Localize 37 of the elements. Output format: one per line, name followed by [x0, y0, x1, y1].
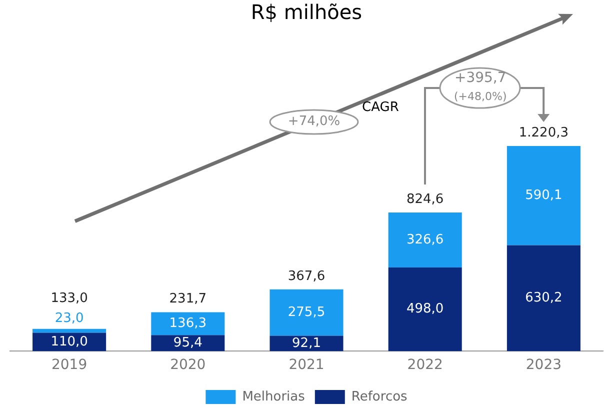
data-label: 95,4 — [173, 336, 202, 351]
bar — [506, 245, 580, 352]
x-tick-label: 2020 — [170, 357, 206, 374]
total-label: 231,7 — [169, 292, 207, 307]
bar — [151, 312, 225, 336]
chart-title: R$ milhões — [250, 0, 362, 24]
legend-label: Melhorias — [242, 389, 306, 404]
data-label: 275,5 — [288, 304, 326, 320]
bar — [32, 328, 106, 333]
total-label: 367,6 — [288, 268, 326, 284]
text: (+48,0%) — [453, 89, 508, 104]
text: CAGR — [362, 100, 399, 116]
data-label: 136,3 — [169, 316, 207, 332]
text: +74,0% — [286, 112, 342, 131]
data-label: 23,0 — [54, 311, 84, 326]
bar — [151, 335, 225, 352]
x-tick-label: 2022 — [407, 357, 443, 374]
bar — [32, 332, 106, 352]
data-label: 498,0 — [406, 302, 444, 317]
bar — [270, 289, 344, 336]
bar — [506, 146, 580, 246]
text: +395,7 — [453, 70, 508, 87]
bar — [388, 212, 462, 268]
data-label: 630,2 — [525, 290, 562, 306]
total-label: 133,0 — [50, 291, 88, 306]
legend-label: Reforcos — [351, 389, 408, 404]
x-tick-label: 2019 — [51, 357, 88, 374]
data-label: 590,1 — [525, 188, 562, 203]
bar — [270, 336, 344, 352]
bar — [388, 267, 462, 352]
x-tick-label: 2023 — [526, 357, 562, 374]
x-tick-label: 2021 — [288, 357, 324, 374]
data-label: 92,1 — [292, 336, 321, 351]
data-label: 110,0 — [50, 334, 88, 350]
total-label: 824,6 — [406, 192, 444, 207]
data-label: 326,6 — [406, 232, 444, 248]
total-label: 1.220,3 — [518, 125, 569, 140]
